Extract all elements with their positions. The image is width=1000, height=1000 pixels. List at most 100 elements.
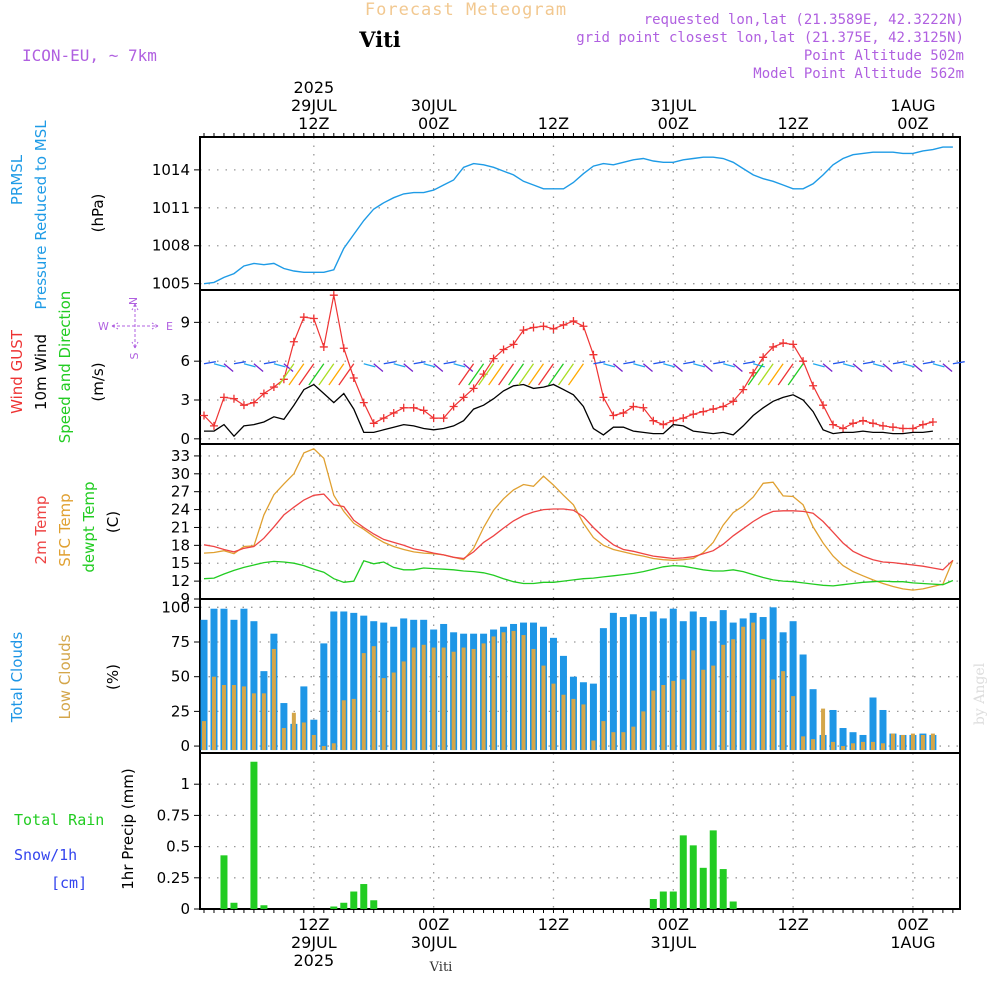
time-label-top: 29JUL [291, 96, 337, 115]
wind-dir-label: Speed and Direction [56, 291, 74, 444]
wind-direction-arrow [508, 363, 525, 386]
compass-w: W [98, 320, 109, 333]
gust-marker [908, 424, 917, 433]
time-label-top: 31JUL [650, 96, 696, 115]
gust-marker [749, 368, 758, 377]
gust-marker [219, 393, 228, 402]
total-cloud-bar [310, 719, 318, 751]
low-cloud-bar [890, 733, 895, 751]
low-cloud-bar [781, 671, 786, 751]
requested-coords: requested lon,lat (21.3589E, 42.3222N) [644, 12, 964, 28]
gust-marker [719, 402, 728, 411]
wind-direction-arrow [822, 363, 833, 372]
gust-marker [249, 398, 258, 407]
wind-direction-arrow [463, 363, 474, 372]
model-altitude: Model Point Altitude 562m [753, 66, 964, 82]
y-tick-label: 24 [171, 501, 190, 519]
y-tick-label: 9 [180, 590, 190, 608]
low-cloud-bar [241, 686, 246, 751]
wind-direction-arrow [403, 363, 414, 372]
time-label-top: 12Z [538, 114, 569, 133]
wind-direction-arrow [393, 363, 406, 368]
wind-direction-arrow [288, 363, 305, 386]
wind-direction-arrow [633, 363, 646, 368]
time-label-bottom: 2025 [293, 951, 334, 970]
wind-direction-arrow [253, 363, 264, 372]
low-cloud-bar [321, 746, 326, 751]
wind-direction-arrow [518, 363, 535, 386]
temp-2m-line [203, 493, 954, 571]
y-tick-label: 1005 [152, 275, 190, 293]
low-cloud-bar [351, 698, 356, 751]
gust-line [203, 295, 934, 430]
compass-n: N [127, 297, 140, 305]
gust-marker [539, 322, 548, 331]
wind-direction-arrow [852, 363, 863, 372]
gust-marker [509, 340, 518, 349]
wind-direction-arrow [623, 361, 636, 365]
rain-bar [350, 891, 358, 909]
low-cloud-bar [331, 743, 336, 751]
temp-unit-label: (C) [104, 511, 122, 533]
low-cloud-bar [411, 647, 416, 751]
gust-marker [599, 393, 608, 402]
credit-watermark: by Angel [972, 662, 988, 725]
wind-direction-arrow [443, 361, 456, 365]
wind-unit-label: (m/s) [89, 362, 107, 401]
low-cloud-bar [301, 722, 306, 751]
gust-marker [299, 313, 308, 322]
total-cloud-bar [629, 614, 637, 751]
time-label-bottom: 29JUL [291, 933, 337, 952]
wind-direction-arrow [328, 363, 345, 386]
gust-marker [279, 375, 288, 384]
sfc-temp-line [203, 448, 954, 591]
wind-direction-arrow [273, 363, 286, 368]
gust-marker [679, 414, 688, 423]
low-cloud-bar [421, 644, 426, 751]
rain-bar [659, 891, 667, 909]
y-tick-label: 0 [180, 900, 190, 918]
wind-direction-arrow [653, 361, 666, 365]
rain-bar [250, 761, 258, 909]
gust-marker [729, 397, 738, 406]
low-cloud-bar [701, 669, 706, 751]
y-tick-label: 33 [171, 447, 190, 465]
wind-direction-arrow [318, 363, 335, 386]
gust-marker [389, 408, 398, 417]
wind-direction-arrow [672, 363, 683, 372]
total-cloud-bar [789, 621, 797, 751]
low-cloud-bar [801, 736, 806, 751]
rain-bar [360, 884, 368, 909]
total-cloud-bar [799, 654, 807, 751]
low-cloud-bar [571, 698, 576, 751]
gust-marker [459, 393, 468, 402]
time-label-bottom: 00Z [897, 915, 928, 934]
point-altitude: Point Altitude 502m [804, 48, 964, 64]
low-cloud-bar [202, 721, 206, 751]
time-label-bottom: 30JUL [411, 933, 457, 952]
gust-marker [349, 374, 358, 382]
gust-marker [779, 339, 788, 348]
low-cloud-bar [631, 726, 636, 751]
low-cloud-bar [641, 711, 646, 751]
wind-direction-arrow [683, 361, 696, 365]
total-cloud-bar [649, 611, 657, 751]
wind-direction-arrow [882, 363, 893, 372]
snow-unit-label: [cm] [51, 874, 87, 892]
gust-marker [829, 420, 838, 429]
y-tick-label: 6 [180, 352, 190, 370]
gust-marker [399, 403, 408, 412]
wind-direction-arrow [453, 363, 466, 368]
gust-marker [819, 401, 828, 410]
total-cloud-bar [849, 732, 857, 751]
low-cloud-bar [711, 665, 716, 751]
wind-direction-arrow [693, 363, 706, 368]
gust-marker [859, 416, 868, 425]
gust-marker [419, 406, 428, 415]
wind-direction-arrow [747, 363, 764, 386]
total-cloud-bar [240, 608, 248, 751]
rain-bar [679, 835, 687, 909]
wind-direction-arrow [663, 363, 676, 368]
low-cloud-bar [751, 622, 756, 751]
total-cloud-bar [599, 628, 607, 751]
